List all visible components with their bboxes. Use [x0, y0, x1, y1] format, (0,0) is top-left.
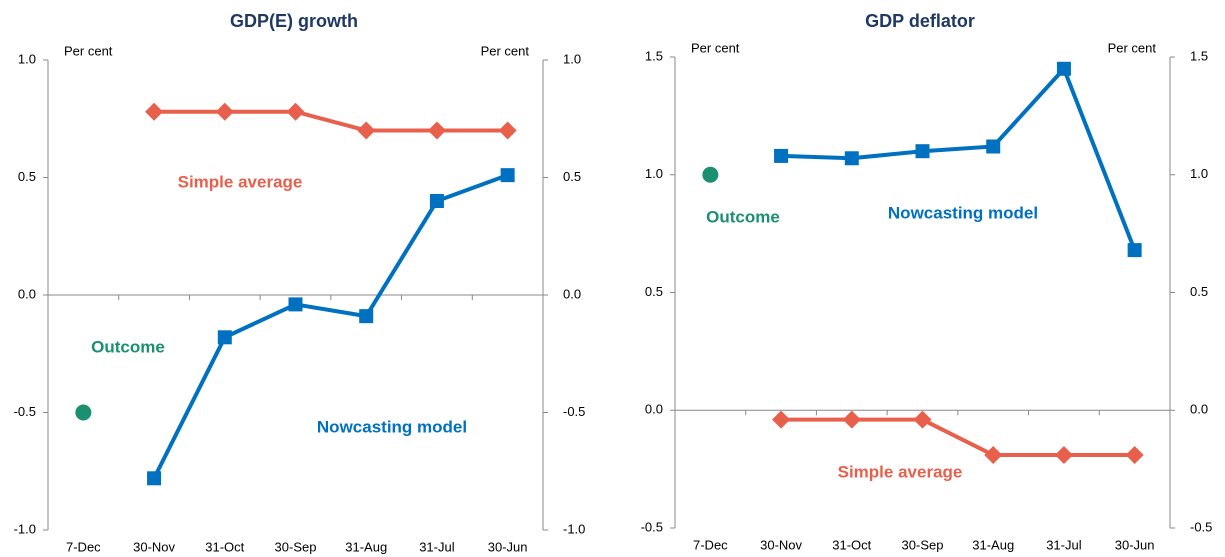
x-tick-label: 30-Jun — [1115, 537, 1155, 552]
series-label: Nowcasting model — [888, 203, 1038, 222]
point — [286, 102, 305, 121]
series-line — [154, 109, 508, 133]
series-line — [781, 417, 1135, 457]
point — [1127, 243, 1142, 258]
y2-tick-label: 0.5 — [1190, 284, 1208, 299]
y-tick-label: 0.0 — [645, 402, 663, 417]
y2-tick-label: 1.5 — [1190, 48, 1208, 63]
x-tick-label: 30-Sep — [275, 539, 317, 554]
y2-tick-label: -0.5 — [563, 404, 585, 419]
y-tick-label: 0.0 — [18, 286, 36, 301]
x-tick-label: 31-Aug — [345, 539, 387, 554]
point — [986, 139, 1001, 154]
x-tick-label: 30-Nov — [760, 537, 802, 552]
series-label: Outcome — [91, 337, 165, 356]
x-tick-label: 30-Nov — [133, 539, 175, 554]
point — [498, 121, 517, 140]
x-tick-label: 31-Jul — [419, 539, 455, 554]
y2-tick-label: 0.0 — [563, 286, 581, 301]
point — [1054, 445, 1073, 464]
chart-title: GDP(E) growth — [230, 11, 358, 31]
y-tick-label: 1.0 — [645, 166, 663, 181]
series-line — [781, 65, 1137, 251]
point — [75, 404, 92, 421]
y-tick-label: -1.0 — [14, 521, 36, 536]
point — [217, 330, 232, 345]
y-tick-label: -0.5 — [14, 404, 36, 419]
point — [1056, 61, 1071, 76]
point — [913, 410, 932, 429]
point — [215, 102, 234, 121]
y-tick-label: 1.0 — [18, 51, 36, 66]
series-line — [152, 173, 509, 480]
y2-tick-label: -1.0 — [563, 521, 585, 536]
y-tick-label: 1.5 — [645, 48, 663, 63]
point — [984, 445, 1003, 464]
point — [500, 168, 515, 183]
point — [772, 410, 791, 429]
series-label: Nowcasting model — [317, 417, 467, 436]
y2-tick-label: 0.0 — [1190, 402, 1208, 417]
x-tick-label: 30-Jun — [488, 539, 528, 554]
x-tick-label: 30-Sep — [902, 537, 944, 552]
x-tick-label: 31-Oct — [205, 539, 244, 554]
y-tick-label: -0.5 — [641, 519, 663, 534]
point — [774, 148, 789, 163]
series-label: Simple average — [178, 172, 303, 191]
series-label: Outcome — [706, 207, 780, 226]
y2-tick-label: 1.0 — [1190, 166, 1208, 181]
x-tick-label: 7-Dec — [66, 539, 101, 554]
chart-title: GDP deflator — [865, 11, 975, 31]
y-axis-label: Per cent — [691, 40, 740, 55]
x-tick-label: 31-Oct — [832, 537, 871, 552]
y-axis-label: Per cent — [64, 43, 113, 58]
point — [147, 471, 162, 486]
y2-axis-label: Per cent — [1108, 40, 1157, 55]
y2-tick-label: 1.0 — [563, 51, 581, 66]
point — [427, 121, 446, 140]
point — [842, 410, 861, 429]
y-tick-label: 0.5 — [645, 284, 663, 299]
point — [915, 144, 930, 159]
point — [1125, 445, 1144, 464]
series-label: Simple average — [838, 462, 963, 481]
x-tick-label: 31-Jul — [1046, 537, 1082, 552]
point — [359, 309, 374, 324]
point — [702, 166, 719, 183]
point — [145, 102, 164, 121]
y2-tick-label: 0.5 — [563, 169, 581, 184]
point — [844, 151, 859, 166]
y2-axis-label: Per cent — [481, 43, 530, 58]
point — [357, 121, 376, 140]
point — [288, 297, 303, 312]
y-tick-label: 0.5 — [18, 169, 36, 184]
x-tick-label: 31-Aug — [972, 537, 1014, 552]
point — [429, 194, 444, 208]
x-tick-label: 7-Dec — [693, 537, 728, 552]
y2-tick-label: -0.5 — [1190, 519, 1212, 534]
